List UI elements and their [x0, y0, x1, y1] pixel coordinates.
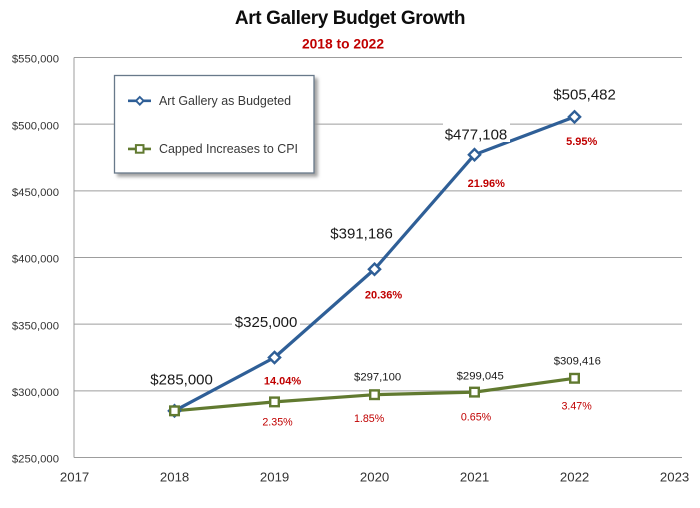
- svg-text:2.35%: 2.35%: [262, 417, 293, 429]
- svg-text:$285,000: $285,000: [150, 371, 213, 388]
- svg-text:$297,100: $297,100: [354, 371, 401, 383]
- svg-text:2020: 2020: [360, 469, 389, 484]
- svg-text:$391,186: $391,186: [330, 226, 393, 243]
- svg-text:Capped Increases to CPI: Capped Increases to CPI: [159, 142, 298, 156]
- svg-text:$450,000: $450,000: [12, 187, 59, 199]
- svg-text:$300,000: $300,000: [12, 387, 59, 399]
- svg-text:$350,000: $350,000: [12, 320, 59, 332]
- svg-text:$505,482: $505,482: [553, 86, 616, 103]
- svg-text:$400,000: $400,000: [12, 254, 59, 266]
- svg-text:2023: 2023: [660, 469, 689, 484]
- svg-text:2017: 2017: [60, 469, 89, 484]
- svg-text:$477,108: $477,108: [445, 127, 508, 144]
- svg-text:Art Gallery as Budgeted: Art Gallery as Budgeted: [159, 94, 291, 108]
- svg-text:$325,000: $325,000: [235, 314, 298, 331]
- svg-text:5.95%: 5.95%: [566, 136, 597, 148]
- svg-text:14.04%: 14.04%: [264, 375, 302, 387]
- svg-text:2019: 2019: [260, 469, 289, 484]
- svg-text:$250,000: $250,000: [12, 454, 59, 466]
- svg-text:Art Gallery Budget Growth: Art Gallery Budget Growth: [235, 8, 465, 29]
- svg-text:$550,000: $550,000: [12, 54, 59, 66]
- svg-text:1.85%: 1.85%: [354, 413, 385, 425]
- svg-text:2022: 2022: [560, 469, 589, 484]
- svg-text:20.36%: 20.36%: [365, 289, 403, 301]
- svg-text:2021: 2021: [460, 469, 489, 484]
- svg-text:$299,045: $299,045: [457, 370, 504, 382]
- svg-text:0.65%: 0.65%: [461, 412, 492, 424]
- svg-text:3.47%: 3.47%: [561, 401, 592, 413]
- svg-text:$309,416: $309,416: [554, 356, 601, 368]
- svg-text:2018: 2018: [160, 469, 189, 484]
- svg-text:$500,000: $500,000: [12, 120, 59, 132]
- svg-text:21.96%: 21.96%: [468, 178, 506, 190]
- svg-text:2018 to 2022: 2018 to 2022: [302, 36, 384, 51]
